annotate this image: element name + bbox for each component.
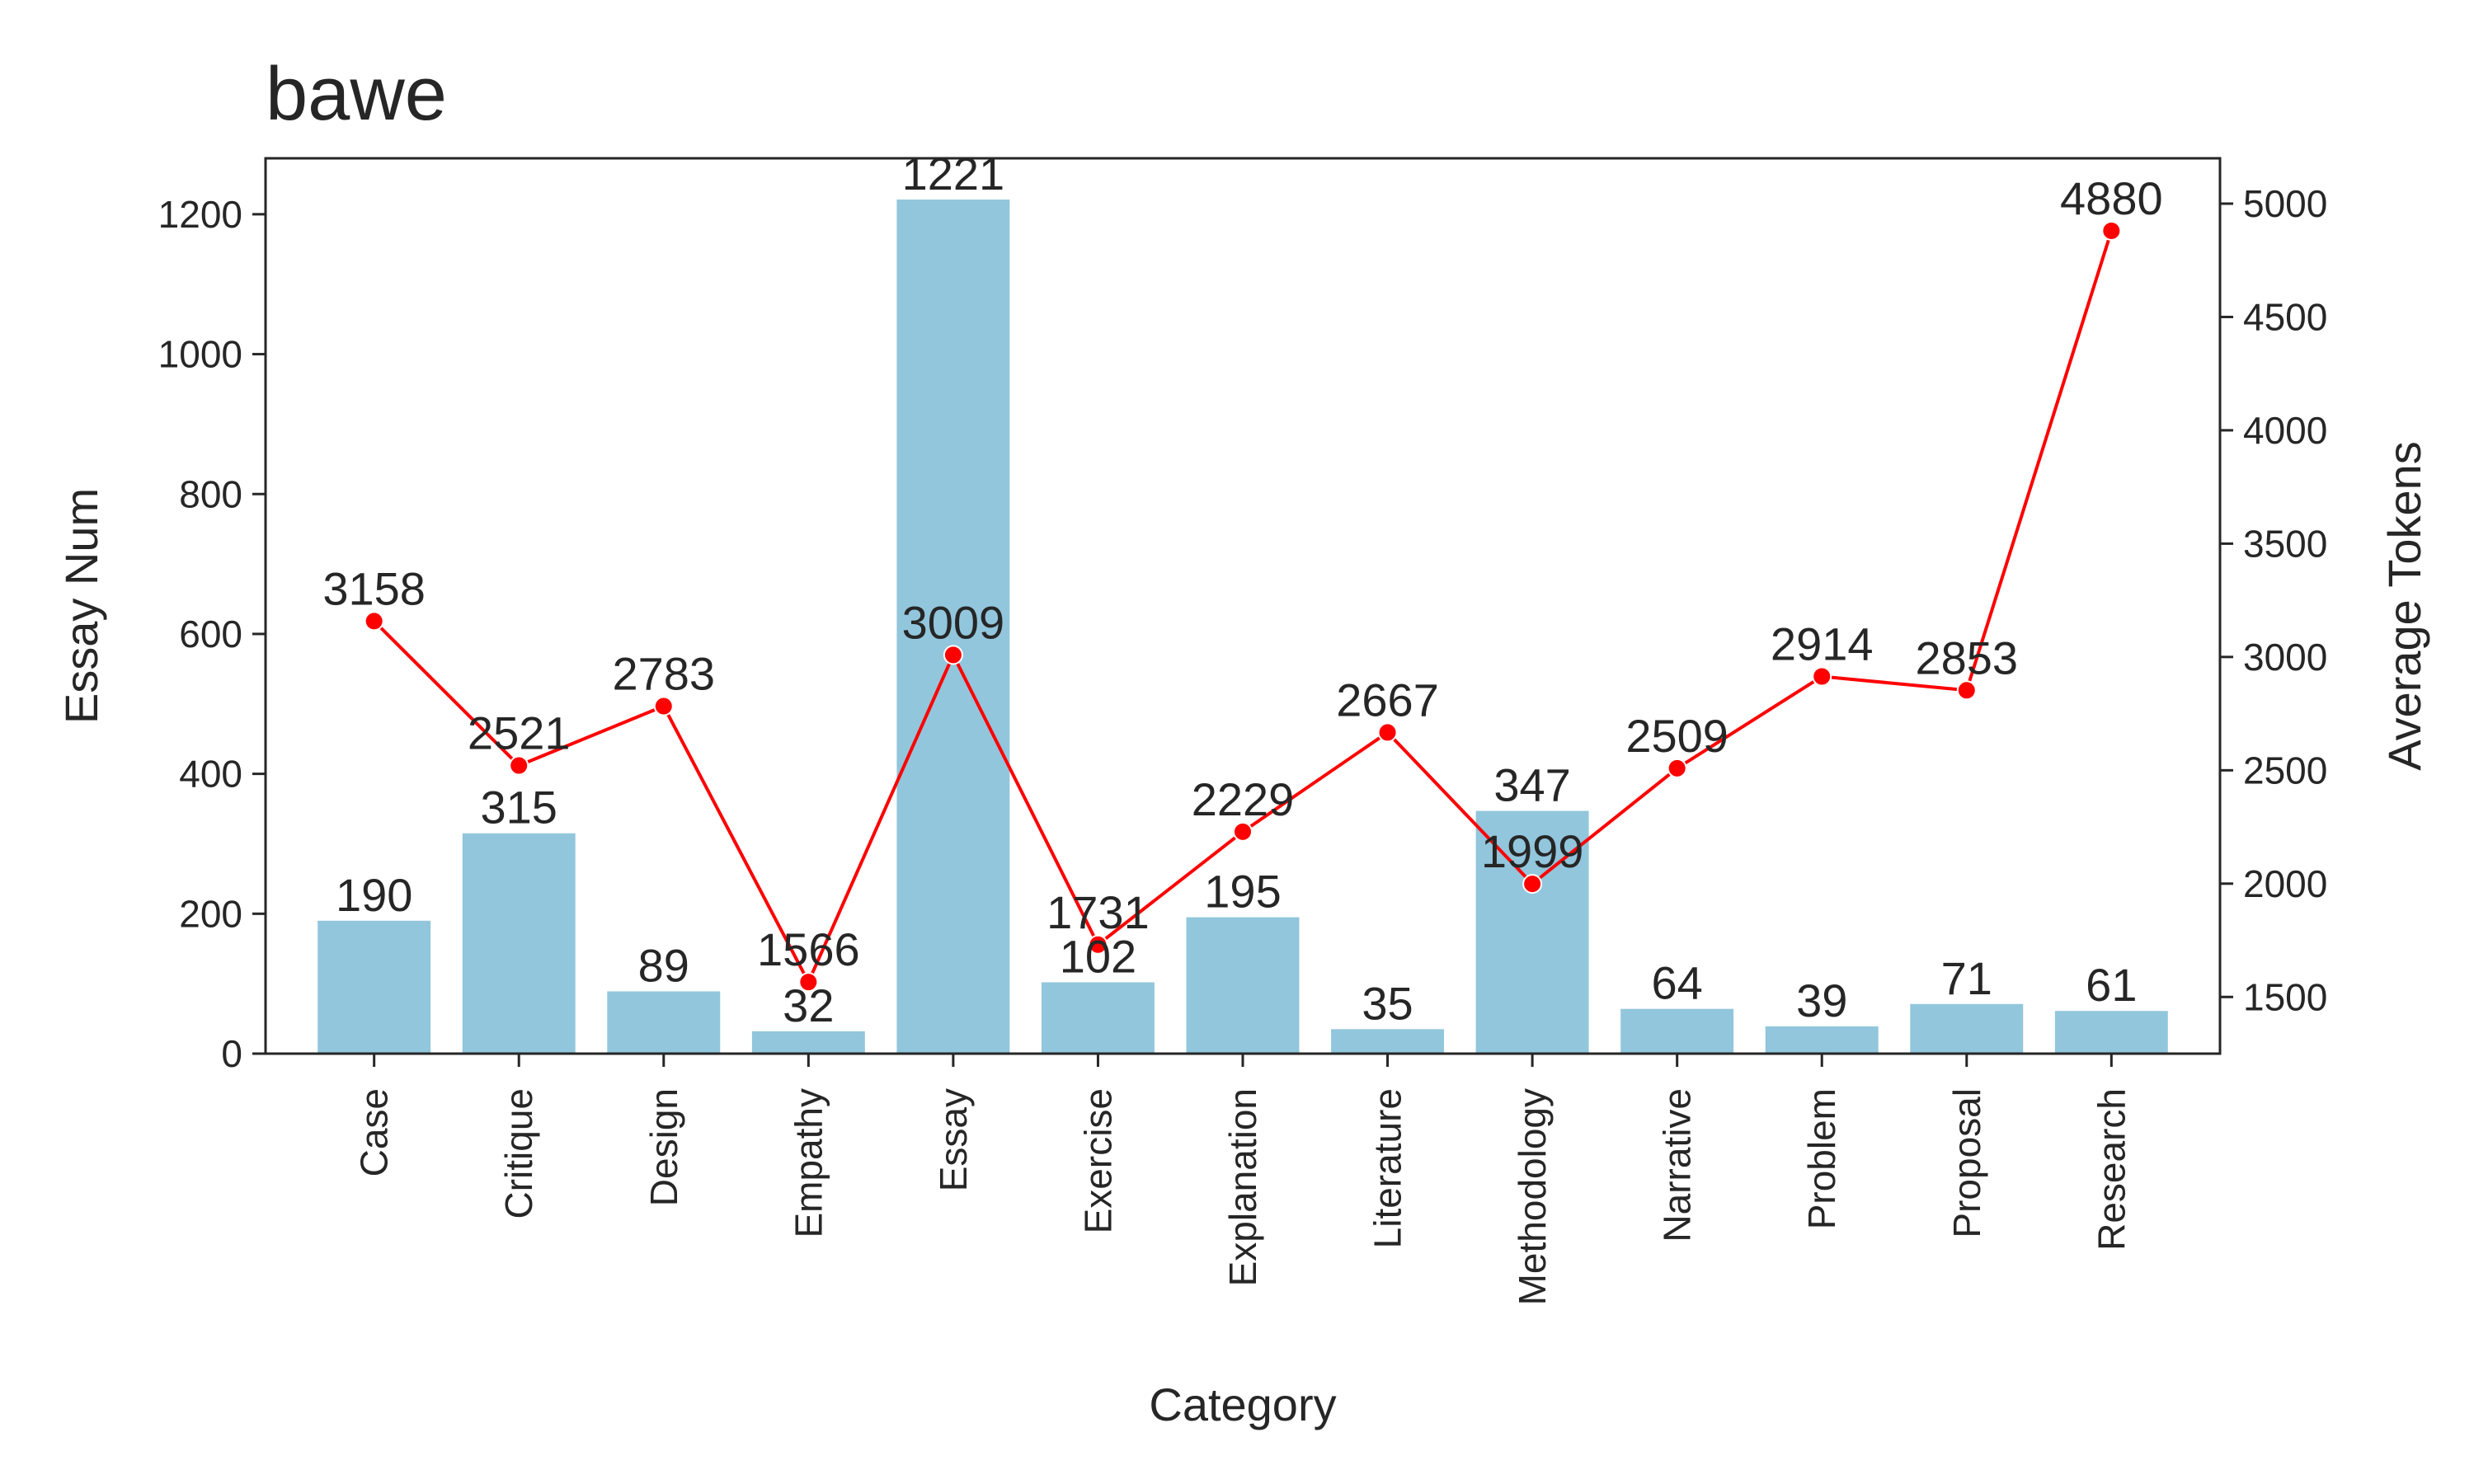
point-design <box>653 696 674 716</box>
bar-label-case: 190 <box>336 869 412 921</box>
right-tick-label: 2500 <box>2243 749 2327 791</box>
x-tick-label-design: Design <box>642 1088 685 1206</box>
point-label-problem: 2914 <box>1771 618 1874 670</box>
bar-label-problem: 39 <box>1796 974 1847 1026</box>
left-tick-label: 1000 <box>158 333 242 376</box>
x-tick-label-problem: Problem <box>1800 1088 1843 1229</box>
bar-label-design: 89 <box>638 939 689 991</box>
point-essay <box>943 645 963 665</box>
y-axis-label: Essay Num <box>55 488 107 724</box>
x-tick-label-narrative: Narrative <box>1656 1088 1699 1242</box>
point-case <box>364 611 384 632</box>
bar-label-critique: 315 <box>481 782 557 834</box>
left-y-axis: 0 200 400 600 800 1000 1200 <box>158 193 266 1075</box>
left-tick-label: 800 <box>179 472 242 515</box>
bar-critique <box>462 833 576 1054</box>
bar-label-methodology: 347 <box>1493 759 1570 811</box>
point-explanation <box>1233 821 1253 842</box>
bar-empathy <box>751 1031 865 1054</box>
point-label-exercise: 1731 <box>1047 886 1150 938</box>
x-tick-label-explanation: Explanation <box>1221 1088 1264 1286</box>
bar-label-explanation: 195 <box>1204 866 1281 918</box>
point-literature <box>1377 722 1398 743</box>
x-tick-label-empathy: Empathy <box>787 1088 830 1238</box>
point-label-narrative: 2509 <box>1625 710 1729 762</box>
bar-label-literature: 35 <box>1362 977 1413 1029</box>
bar-problem <box>1765 1026 1879 1054</box>
point-label-research: 4880 <box>2060 172 2163 224</box>
point-problem <box>1812 666 1832 687</box>
point-label-empathy: 1566 <box>757 923 860 975</box>
x-tick-label-case: Case <box>353 1088 396 1176</box>
right-tick-label: 4500 <box>2243 295 2327 338</box>
point-narrative <box>1667 758 1687 778</box>
chart-title: bawe <box>266 52 447 136</box>
left-tick-label: 0 <box>221 1032 242 1075</box>
bar-exercise <box>1041 982 1155 1054</box>
x-tick-label-methodology: Methodology <box>1511 1088 1554 1305</box>
bar-label-exercise: 102 <box>1060 930 1136 982</box>
y2-axis-label: Average Tokens <box>2378 441 2430 771</box>
bar-case <box>317 920 431 1054</box>
point-empathy <box>798 972 819 993</box>
bar-literature <box>1331 1029 1445 1054</box>
bar-label-empathy: 32 <box>783 979 834 1031</box>
bar-narrative <box>1620 1008 1734 1054</box>
right-tick-label: 3000 <box>2243 636 2327 679</box>
bar-proposal <box>1910 1003 2024 1054</box>
bar-design <box>607 991 721 1054</box>
x-tick-label-essay: Essay <box>932 1088 975 1191</box>
x-tick-label-literature: Literature <box>1366 1088 1409 1248</box>
bar-series <box>317 200 2168 1054</box>
point-label-critique: 2521 <box>468 707 571 759</box>
x-tick-label-exercise: Exercise <box>1076 1088 1119 1233</box>
bar-research <box>2054 1011 2168 1054</box>
point-label-case: 3158 <box>322 562 426 614</box>
line-series <box>364 220 2122 993</box>
point-label-methodology: 1999 <box>1481 825 1584 877</box>
point-methodology <box>1522 874 1543 895</box>
bar-explanation <box>1186 917 1300 1054</box>
point-critique <box>509 755 529 776</box>
point-proposal <box>1956 680 1977 701</box>
right-tick-label: 4000 <box>2243 409 2327 452</box>
bar-data-labels: 190 315 89 32 1221 102 195 35 347 64 39 71 61 <box>336 148 2138 1031</box>
left-tick-label: 600 <box>179 613 242 655</box>
left-tick-label: 1200 <box>158 193 242 236</box>
x-tick-label-critique: Critique <box>497 1088 540 1219</box>
bar-label-research: 61 <box>2086 959 2137 1011</box>
x-axis-label: Category <box>1149 1378 1336 1430</box>
right-y-axis: 1500 2000 2500 3000 3500 4000 4500 5000 <box>2220 182 2327 1018</box>
bar-essay <box>896 200 1010 1054</box>
bar-label-narrative: 64 <box>1652 957 1703 1009</box>
right-tick-label: 5000 <box>2243 182 2327 225</box>
line-data-labels: 3158 2521 2783 1566 3009 1731 2229 2667 1999 2509… <box>322 172 2162 975</box>
point-label-essay: 3009 <box>902 596 1005 648</box>
right-tick-label: 1500 <box>2243 975 2327 1018</box>
bar-methodology <box>1475 810 1589 1054</box>
x-axis: Case Critique Design Empathy Essay Exercise Ex… <box>353 1054 2133 1305</box>
bar-label-essay: 1221 <box>902 148 1005 200</box>
point-exercise <box>1088 934 1108 955</box>
left-tick-label: 400 <box>179 753 242 796</box>
right-tick-label: 3500 <box>2243 522 2327 565</box>
x-tick-label-research: Research <box>2090 1088 2133 1251</box>
point-label-design: 2783 <box>612 648 715 700</box>
right-tick-label: 2000 <box>2243 862 2327 905</box>
point-label-literature: 2667 <box>1336 674 1439 726</box>
point-research <box>2101 220 2122 241</box>
point-label-proposal: 2853 <box>1915 632 2018 683</box>
point-label-explanation: 2229 <box>1192 773 1295 825</box>
x-tick-label-proposal: Proposal <box>1945 1088 1988 1238</box>
bar-label-proposal: 71 <box>1941 952 1992 1004</box>
left-tick-label: 200 <box>179 892 242 935</box>
